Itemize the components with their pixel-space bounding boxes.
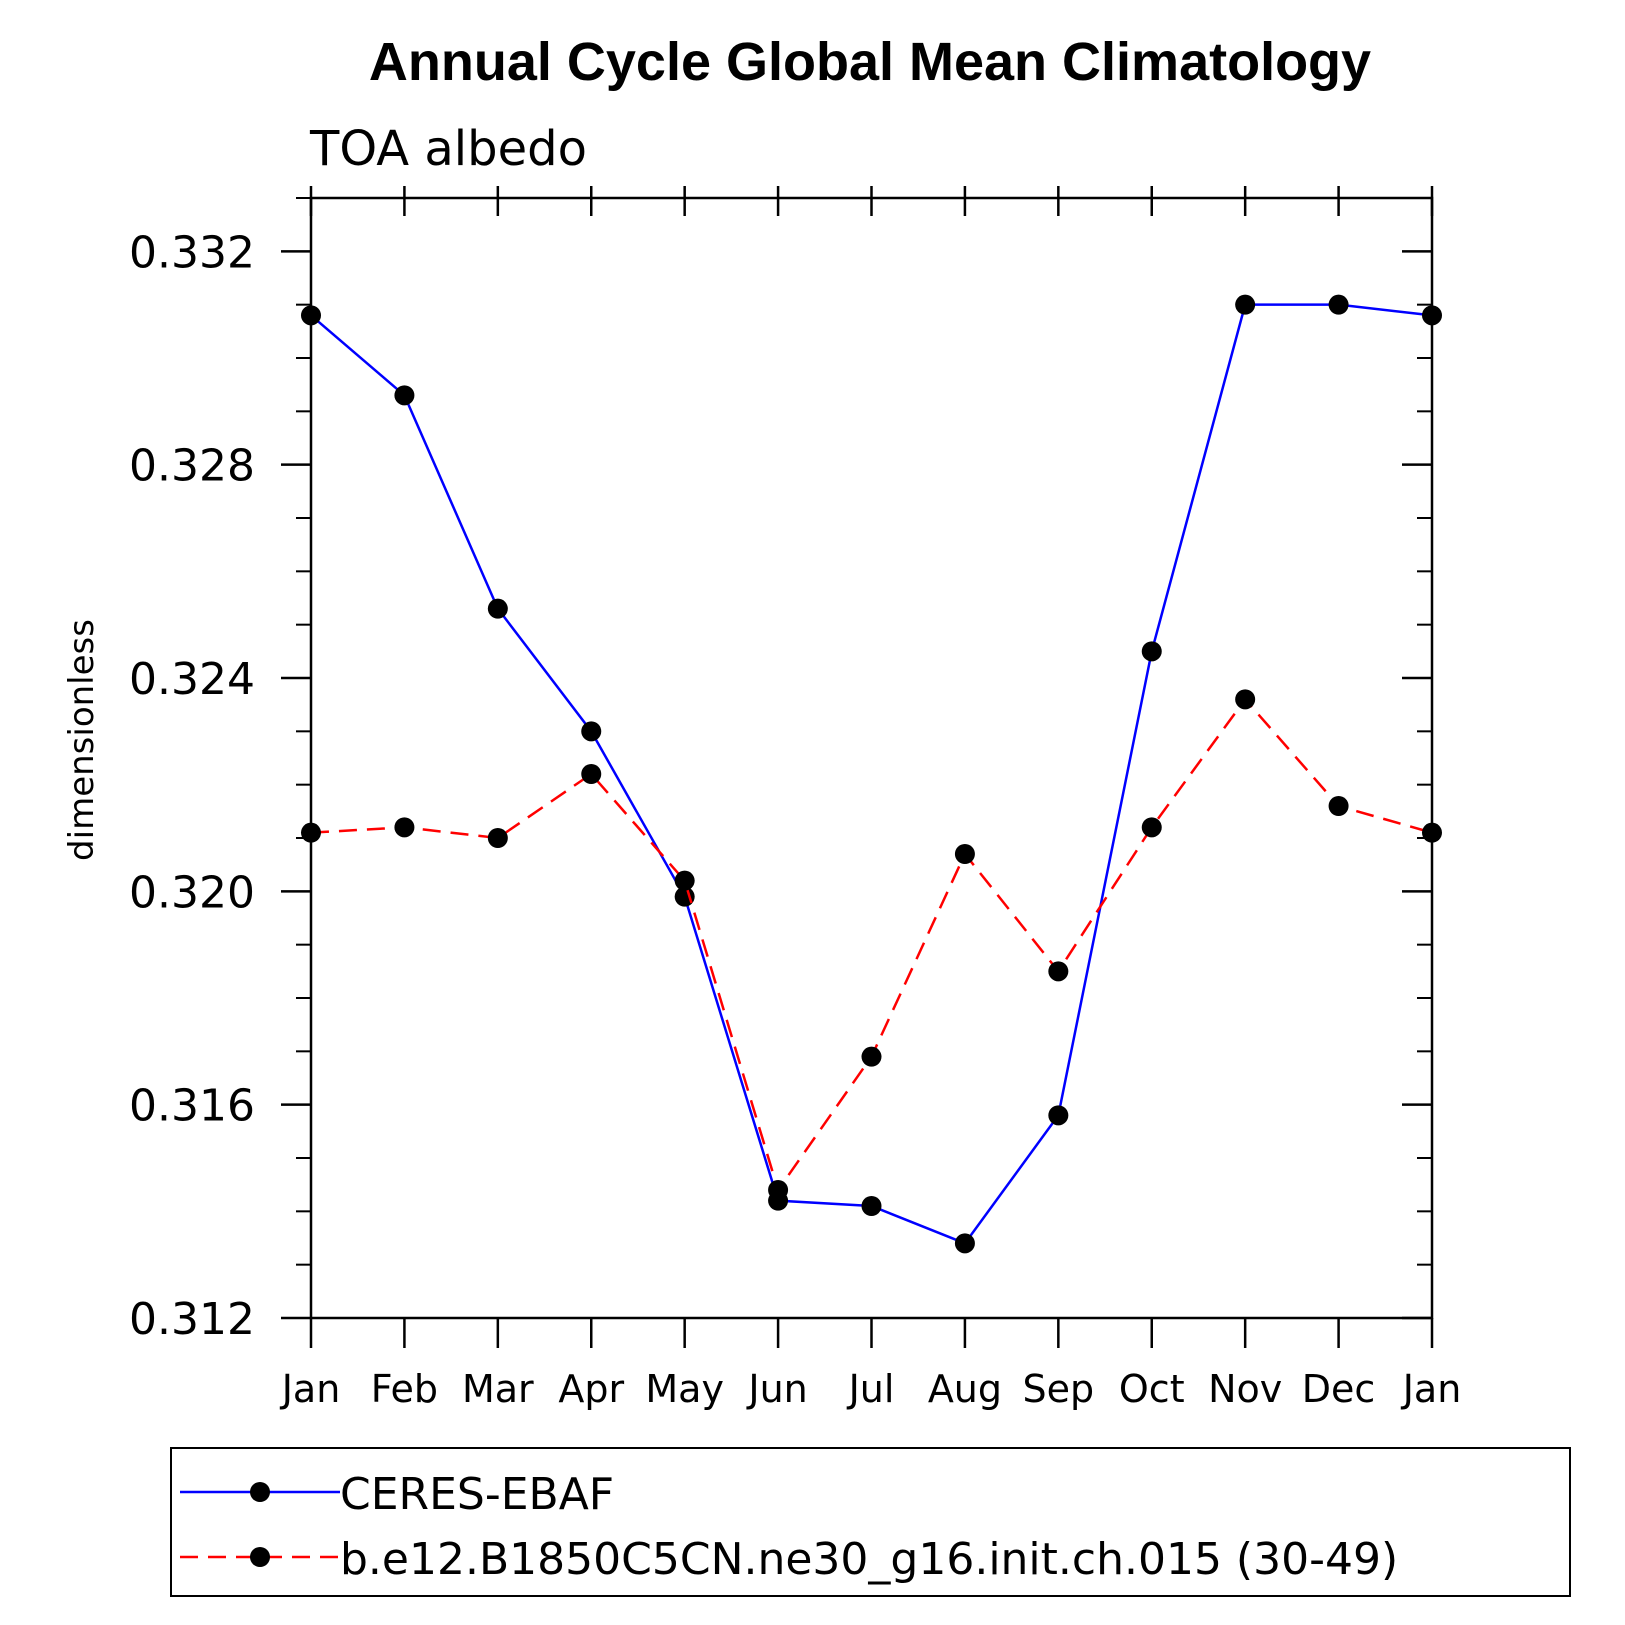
legend-box [170,1447,1571,1597]
x-tick-label: Nov [1208,1367,1282,1411]
series-1 [301,294,1442,1254]
series-line-1 [310,303,1433,1245]
y-tick-label: 0.312 [129,1294,255,1345]
x-tick-label: Jan [1401,1367,1462,1411]
y-tick-label: 0.320 [129,867,255,918]
data-point [1141,641,1162,662]
data-point [1328,796,1349,816]
legend-label-1: CERES-EBAF [340,1469,614,1520]
data-point [581,721,602,742]
data-point [1048,1105,1069,1126]
data-point [674,870,695,891]
data-point [301,305,321,326]
data-point [1048,961,1069,982]
x-tick-label: Oct [1119,1367,1185,1411]
chart-title: Annual Cycle Global Mean Climatology [369,32,1371,92]
chart-subtitle: TOA albedo [309,121,587,177]
y-tick-label: 0.316 [129,1081,255,1132]
y-tick-label: 0.332 [129,227,255,278]
data-point [1235,689,1256,710]
data-point [861,1046,882,1067]
data-point [674,886,695,907]
x-tick-label: Aug [928,1367,1002,1411]
data-point [954,1233,975,1254]
data-point [861,1196,882,1216]
x-tick-label: Feb [371,1367,438,1411]
data-point [954,844,975,864]
x-tick-label: Apr [558,1367,624,1411]
data-point [1422,305,1442,326]
x-tick-label: Jun [746,1367,807,1411]
x-tick-label: Sep [1023,1367,1095,1411]
y-axis-label: dimensionless [62,619,102,861]
x-tick-label: Mar [462,1367,534,1411]
x-tick-label: May [645,1367,724,1411]
y-tick-label: 0.324 [129,654,255,705]
data-point [394,385,415,406]
data-point [581,764,602,784]
data-point [768,1180,789,1200]
series-line-2 [310,697,1433,1193]
y-tick-label: 0.328 [129,441,255,492]
axis-ticks: Jan Feb Mar Apr May Jun Jul Aug Sep Oct Nov Dec Jan 0… [129,186,1461,1411]
legend-marker-2 [250,1547,270,1567]
legend: CERES-EBAF b.e12.B1850C5CN.ne30_g16.init.… [170,1447,1571,1597]
series-2 [301,689,1442,1200]
legend-marker-1 [250,1482,270,1502]
data-point [1141,817,1162,838]
plot-frame [309,196,1434,1320]
x-tick-label: Jan [280,1367,341,1411]
data-point [487,598,508,619]
x-tick-label: Jul [847,1367,895,1411]
data-point [301,822,321,843]
data-point [1328,294,1349,315]
legend-label-2: b.e12.B1850C5CN.ne30_g16.init.ch.015 (30… [340,1534,1398,1585]
series-layer [301,294,1442,1254]
x-tick-label: Dec [1302,1367,1376,1411]
data-point [394,817,415,838]
data-point [1235,294,1256,315]
data-point [1422,822,1442,843]
data-point [487,828,508,848]
